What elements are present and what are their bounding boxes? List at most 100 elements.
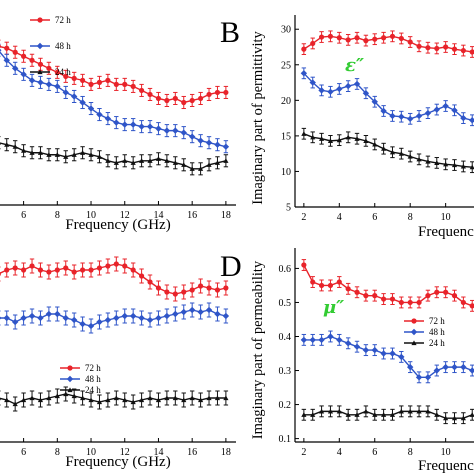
panel-c-x-tick-label: 14	[153, 447, 163, 458]
panel-d-legend-label: 48 h	[429, 327, 445, 337]
panel-b-data-point	[389, 149, 396, 155]
panel-c-data-point	[54, 310, 61, 318]
panel-d-data-point	[354, 289, 360, 295]
panel-b-data-point	[345, 134, 351, 140]
panel-c-data-point	[21, 397, 27, 403]
panel-c-data-point	[20, 314, 27, 322]
panel-b-data-point	[301, 131, 307, 136]
panel-c-data-point	[62, 314, 69, 322]
panel-a-data-point	[29, 57, 35, 63]
panel-d-data-point	[443, 415, 449, 421]
panel-b-data-point	[469, 49, 474, 55]
panel-d-data-point	[469, 303, 474, 309]
panel-a-x-tick-label: 8	[55, 210, 60, 221]
panel-c-data-point	[181, 397, 187, 403]
panel-a-data-point	[28, 77, 36, 84]
panel-d-series-line	[303, 335, 473, 379]
panel-c-data-point	[172, 310, 179, 318]
panel-d-legend-item: 48 h	[404, 327, 445, 337]
panel-c-x-tick-label: 10	[86, 447, 96, 458]
panel-d-data-point	[469, 412, 474, 417]
panel-a-data-point	[37, 150, 44, 155]
panel-d-data-point	[381, 412, 387, 417]
panel-c-data-point	[4, 397, 10, 403]
panel-c-data-point	[198, 283, 204, 289]
panel-a-data-point	[113, 81, 119, 87]
panel-b-data-point	[309, 79, 316, 86]
panel-d-y-tick-label: 0.3	[279, 366, 292, 377]
panel-b-data-point	[381, 35, 387, 41]
panel-c-data-point	[105, 397, 111, 403]
panel-c-data-point	[206, 395, 212, 401]
panel-a-x-tick-label: 18	[221, 210, 231, 221]
panel-b-annotation: ε″	[345, 55, 364, 76]
panel-d-data-point	[344, 340, 352, 347]
panel-c-data-point	[12, 401, 18, 407]
panel-d-series-72h	[301, 259, 474, 312]
panel-d-legend-item: 72 h	[404, 316, 445, 326]
panel-c-data-point	[11, 318, 19, 326]
panel-b-data-point	[354, 35, 360, 41]
panel-d-data-point	[442, 363, 449, 371]
panel-c-data-point	[113, 314, 120, 322]
panel-c-data-point	[214, 287, 221, 293]
panel-a-series-line	[0, 142, 227, 170]
panel-d-chart: D Imaginary part of permeability 2 4 6 8 10 0…	[220, 248, 474, 474]
panel-a-data-point	[0, 143, 1, 145]
panel-d-data-point	[309, 336, 316, 344]
panel-a-data-point	[146, 123, 154, 130]
panel-b-series-72h	[301, 30, 474, 58]
panel-a-data-point	[206, 162, 212, 167]
panel-b-data-point	[363, 38, 369, 44]
panel-a-data-point	[79, 99, 86, 106]
panel-a-data-point	[188, 133, 196, 140]
panel-d-data-point	[407, 299, 413, 306]
panel-a-legend: 72 h 48 h 24 h	[30, 15, 71, 77]
panel-a-data-point	[88, 81, 94, 87]
panel-b-x-tick-label: 2	[301, 212, 306, 223]
panel-a-data-point	[172, 95, 178, 102]
panel-a-data-point	[197, 137, 204, 144]
panel-d-legend-label: 72 h	[429, 316, 445, 326]
panel-d-y-axis-label: Imaginary part of permeability	[250, 260, 266, 439]
panel-c-data-point	[21, 267, 27, 273]
panel-b-data-point	[425, 158, 431, 164]
panel-c-data-point	[164, 289, 170, 295]
panel-a-data-point	[222, 143, 230, 150]
panel-a-data-point	[214, 141, 221, 148]
panel-d-x-tick-label: 2	[301, 447, 306, 458]
panel-d-legend-marker	[411, 318, 417, 324]
panel-b-x-tick-label: 6	[372, 212, 377, 223]
panel-c-data-point	[172, 291, 178, 297]
panel-c-data-point	[222, 312, 230, 320]
panel-a-data-point	[189, 97, 195, 104]
panel-d-data-point	[362, 346, 370, 354]
panel-b-data-point	[327, 33, 334, 39]
panel-d-data-point	[425, 293, 431, 299]
panel-d-legend-marker	[410, 328, 418, 336]
panel-b-data-point	[381, 146, 387, 151]
panel-d-data-point	[389, 350, 396, 357]
panel-a-data-point	[172, 160, 178, 165]
panel-d-data-point	[336, 336, 343, 344]
panel-b-data-point	[372, 36, 378, 42]
panel-d-data-point	[345, 412, 351, 417]
panel-c-data-point	[29, 263, 35, 269]
panel-b-data-point	[336, 35, 342, 41]
panel-b-data-point	[469, 117, 474, 124]
panel-a-legend-label: 24 h	[55, 67, 71, 77]
panel-b-data-point	[362, 90, 370, 97]
panel-b-data-point	[300, 70, 308, 77]
panel-a-x-tick-label: 16	[187, 210, 197, 221]
panel-c-data-point	[206, 285, 212, 291]
panel-c-data-point	[0, 316, 2, 320]
panel-a-data-point	[62, 89, 69, 96]
panel-c-data-point	[214, 395, 221, 401]
panel-a-data-point	[20, 71, 27, 78]
panel-d-series-48h	[300, 330, 474, 384]
panel-b-data-point	[318, 136, 325, 141]
panel-c-data-point	[96, 265, 103, 271]
panel-c-data-point	[205, 306, 213, 314]
panel-c-data-point	[12, 265, 18, 271]
panel-a-series-line	[0, 51, 227, 148]
